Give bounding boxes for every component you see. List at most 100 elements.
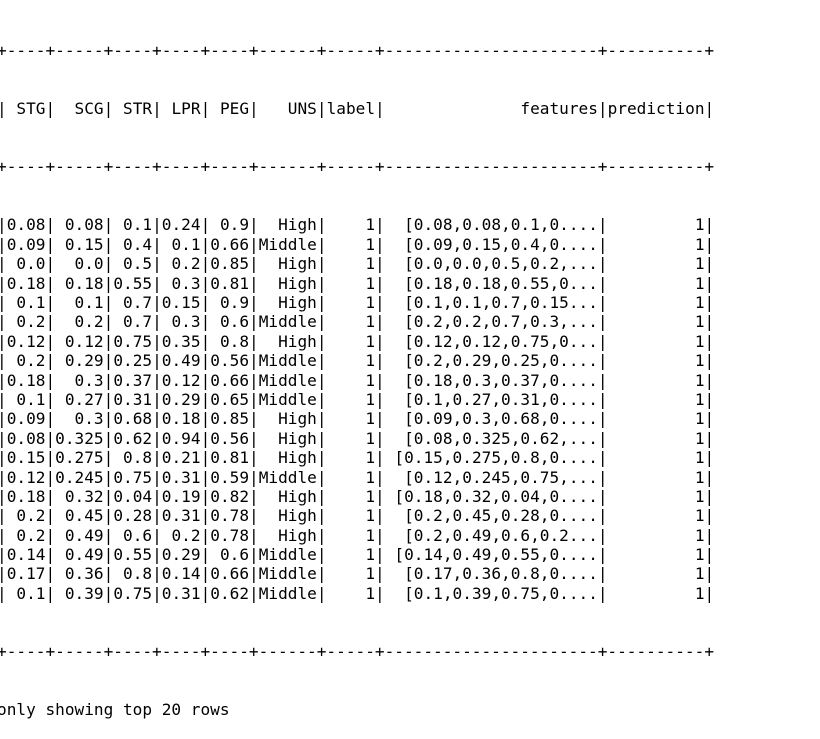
cell-sep: | <box>704 331 715 351</box>
header-sep: | <box>200 99 211 119</box>
cell-scg: 0.36 <box>55 564 104 584</box>
cell-sep: | <box>316 312 327 332</box>
cell-lpr: 0.18 <box>161 409 201 429</box>
cell-uns: Middle <box>258 370 317 390</box>
cell-str: 0.55 <box>113 545 153 565</box>
cell-peg: 0.6 <box>210 312 250 332</box>
cell-sep: | <box>0 428 7 448</box>
table-border-header: +----+-----+----+----+----+------+-----+… <box>0 157 715 177</box>
cell-str: 0.31 <box>113 389 153 409</box>
cell-uns: Middle <box>258 389 317 409</box>
cell-sep: | <box>45 545 56 565</box>
cell-features: [0.2,0.49,0.6,0.2... <box>384 525 598 545</box>
cell-sep: | <box>103 234 114 254</box>
header-stg: STG <box>6 99 46 119</box>
table-header: | STG| SCG| STR| LPR| PEG| UNS|label| fe… <box>0 99 714 118</box>
cell-sep: | <box>103 525 114 545</box>
cell-sep: | <box>375 370 385 390</box>
cell-sep: | <box>249 273 259 293</box>
cell-sep: | <box>316 525 327 545</box>
cell-scg: 0.49 <box>55 525 104 545</box>
header-prediction: prediction <box>607 99 705 119</box>
cell-sep: | <box>0 389 7 409</box>
table-border-top: +----+-----+----+----+----+------+-----+… <box>0 40 715 60</box>
cell-sep: | <box>152 564 162 584</box>
cell-sep: | <box>704 273 715 293</box>
cell-sep: | <box>45 351 56 371</box>
cell-peg: 0.59 <box>210 467 250 487</box>
cell-label: 1 <box>326 486 376 506</box>
header-features: features <box>384 99 598 119</box>
cell-label: 1 <box>326 292 376 312</box>
cell-peg: 0.62 <box>210 583 250 603</box>
cell-lpr: 0.2 <box>161 525 201 545</box>
cell-sep: | <box>152 545 162 565</box>
cell-sep: | <box>200 428 211 448</box>
cell-sep: | <box>375 389 385 409</box>
cell-sep: | <box>200 234 211 254</box>
cell-sep: | <box>103 331 114 351</box>
cell-sep: | <box>0 583 7 603</box>
cell-sep: | <box>45 292 56 312</box>
cell-sep: | <box>375 292 385 312</box>
cell-sep: | <box>152 409 162 429</box>
cell-scg: 0.3 <box>55 370 104 390</box>
cell-prediction: 1 <box>607 545 705 565</box>
cell-features: [0.08,0.08,0.1,0.... <box>384 215 598 235</box>
cell-str: 0.75 <box>113 583 153 603</box>
cell-uns: Middle <box>258 351 317 371</box>
cell-sep: | <box>375 525 385 545</box>
cell-stg: 0.2 <box>6 312 46 332</box>
cell-scg: 0.15 <box>55 234 104 254</box>
cell-prediction: 1 <box>607 292 705 312</box>
cell-prediction: 1 <box>607 448 705 468</box>
cell-sep: | <box>200 564 211 584</box>
cell-sep: | <box>200 389 211 409</box>
cell-sep: | <box>45 370 56 390</box>
cell-sep: | <box>152 234 162 254</box>
cell-sep: | <box>597 545 608 565</box>
cell-str: 0.75 <box>113 331 153 351</box>
cell-prediction: 1 <box>607 428 705 448</box>
cell-features: [0.17,0.36,0.8,0.... <box>384 564 598 584</box>
cell-sep: | <box>45 215 56 235</box>
cell-sep: | <box>704 545 715 565</box>
cell-lpr: 0.21 <box>161 448 201 468</box>
cell-uns: High <box>258 254 317 274</box>
cell-sep: | <box>0 409 7 429</box>
cell-scg: 0.49 <box>55 545 104 565</box>
cell-sep: | <box>200 545 211 565</box>
cell-uns: Middle <box>258 234 317 254</box>
cell-sep: | <box>316 467 327 487</box>
table-row: |0.12|0.245|0.75|0.31|0.59|Middle| 1| [0… <box>0 468 714 487</box>
cell-sep: | <box>103 448 114 468</box>
cell-sep: | <box>704 525 715 545</box>
cell-stg: 0.09 <box>6 409 46 429</box>
cell-sep: | <box>597 448 608 468</box>
cell-prediction: 1 <box>607 564 705 584</box>
cell-lpr: 0.19 <box>161 486 201 506</box>
cell-sep: | <box>597 273 608 293</box>
cell-lpr: 0.15 <box>161 292 201 312</box>
cell-prediction: 1 <box>607 389 705 409</box>
cell-sep: | <box>200 273 211 293</box>
cell-peg: 0.66 <box>210 370 250 390</box>
cell-sep: | <box>152 486 162 506</box>
cell-str: 0.68 <box>113 409 153 429</box>
cell-prediction: 1 <box>607 215 705 235</box>
cell-str: 0.6 <box>113 525 153 545</box>
table-row: | 0.1| 0.27|0.31|0.29|0.65|Middle| 1| [0… <box>0 390 714 409</box>
cell-str: 0.5 <box>113 254 153 274</box>
cell-str: 0.28 <box>113 506 153 526</box>
cell-lpr: 0.31 <box>161 506 201 526</box>
cell-sep: | <box>316 428 327 448</box>
cell-sep: | <box>152 389 162 409</box>
cell-uns: High <box>258 292 317 312</box>
cell-features: [0.2,0.29,0.25,0.... <box>384 351 598 371</box>
cell-uns: High <box>258 506 317 526</box>
cell-sep: | <box>597 234 608 254</box>
header-sep: | <box>375 99 385 119</box>
cell-sep: | <box>704 389 715 409</box>
cell-sep: | <box>704 370 715 390</box>
cell-sep: | <box>0 467 7 487</box>
